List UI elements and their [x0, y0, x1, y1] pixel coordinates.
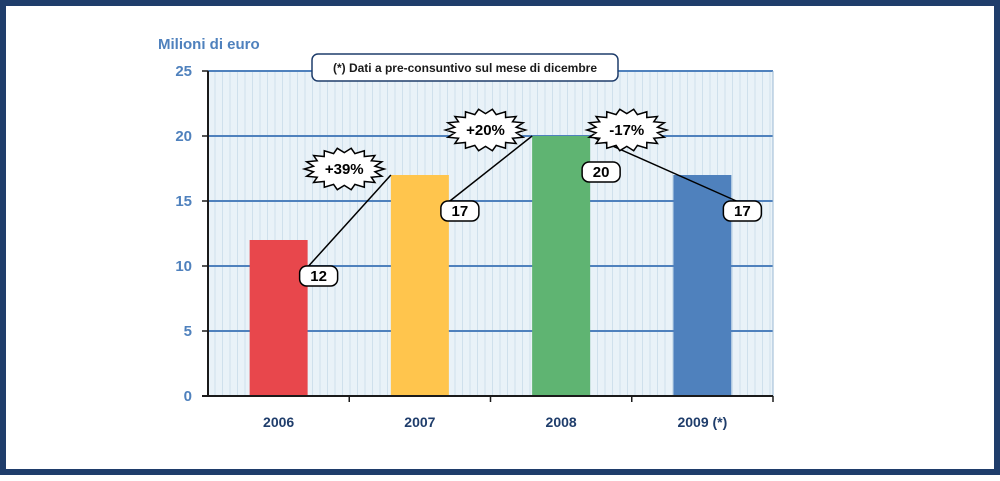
svg-text:17: 17	[734, 203, 751, 220]
data-label: 12	[298, 265, 339, 287]
growth-burst: +20%	[442, 108, 529, 152]
bars	[249, 136, 732, 396]
footnote-box: (*) Dati a pre-consuntivo sul mese di di…	[311, 53, 619, 82]
y-tick-label: 20	[175, 128, 192, 145]
bar	[673, 175, 732, 396]
trend-line	[449, 135, 533, 202]
data-label: 20	[581, 161, 621, 183]
y-tick-label: 5	[184, 323, 192, 340]
y-tick-label: 10	[175, 258, 192, 275]
bar	[532, 136, 591, 396]
data-label: 17	[722, 200, 763, 222]
growth-burst: +39%	[301, 147, 387, 191]
x-category-label: 2009 (*)	[677, 414, 727, 430]
trend-lines	[308, 135, 737, 267]
svg-text:20: 20	[593, 164, 610, 181]
svg-text:+39%: +39%	[325, 161, 364, 178]
svg-text:-17%: -17%	[609, 122, 644, 139]
y-tick-labels: 0 5 10 15 20 25	[175, 63, 208, 405]
svg-text:17: 17	[452, 203, 469, 220]
data-label: 17	[440, 200, 480, 222]
trend-line	[589, 135, 737, 202]
y-tick-label: 0	[184, 388, 192, 405]
data-labels: 12 17 20 17	[298, 161, 763, 287]
x-category-label: 2008	[546, 414, 577, 430]
growth-burst: -17%	[584, 108, 670, 152]
x-category-label: 2007	[404, 414, 435, 430]
x-category-labels: 2006 2007 2008 2009 (*)	[263, 396, 774, 430]
growth-bursts: +39% +20% -17%	[301, 108, 670, 191]
footnote-text: (*) Dati a pre-consuntivo sul mese di di…	[333, 61, 597, 75]
bar	[390, 175, 449, 396]
svg-text:12: 12	[310, 268, 327, 285]
y-tick-label: 25	[175, 63, 192, 80]
trend-line	[308, 174, 392, 267]
x-category-label: 2006	[263, 414, 294, 430]
y-tick-label: 15	[175, 193, 192, 210]
y-axis-title: Milioni di euro	[158, 36, 260, 53]
svg-text:+20%: +20%	[466, 122, 505, 139]
bar	[249, 240, 308, 396]
